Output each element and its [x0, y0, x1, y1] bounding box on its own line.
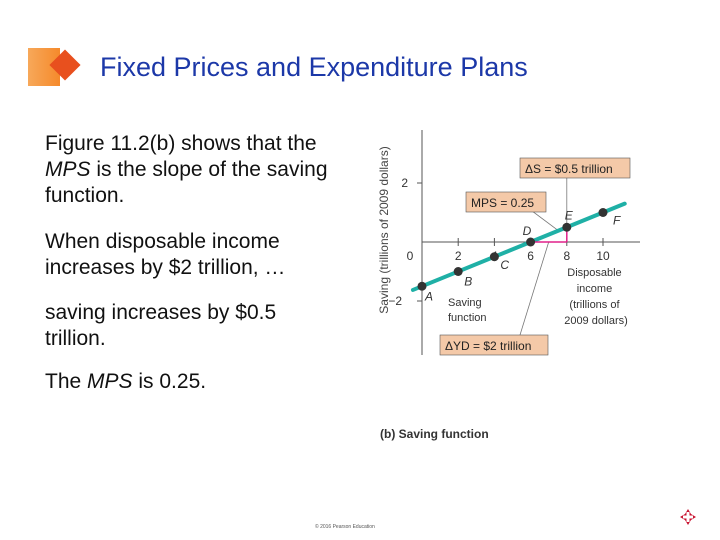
data-point-b [453, 267, 463, 276]
p1-text-a: Figure 11.2(b) shows that the [45, 132, 317, 155]
data-point-c [489, 252, 499, 262]
mps-label: MPS = 0.25 [471, 196, 534, 210]
point-label-c: C [500, 258, 509, 272]
x-axis-label: Disposable income (trillions of 2009 dol… [564, 267, 628, 327]
p1-text-b: MPS [45, 158, 91, 181]
paragraph-income-increase: When disposable income increases by $2 t… [45, 230, 286, 279]
delta-yd-box: ΔYD = $2 trillion [439, 334, 549, 356]
x-tick-label-10: 10 [596, 249, 610, 263]
saving-function-label-line-2: function [448, 312, 487, 324]
mps-box: MPS = 0.25 [465, 191, 547, 213]
y-axis-label: Saving (trillions of 2009 dollars) [377, 146, 391, 313]
paragraph-mps-value: The MPS is 0.25. [45, 369, 345, 395]
point-labels: A B C D E F [424, 208, 621, 303]
x-axis-label-line-3: (trillions of [569, 299, 620, 311]
point-label-a: A [424, 289, 433, 303]
chart-caption: (b) Saving function [380, 427, 489, 441]
paragraph-mps-slope: Figure 11.2(b) shows that the MPS is the… [45, 131, 345, 209]
y-tick-label-2: 2 [401, 176, 408, 190]
saving-function-label: Saving function [448, 297, 487, 324]
delta-yd-label: ΔYD = $2 trillion [445, 339, 531, 353]
x-tick-label-0: 0 [407, 249, 414, 263]
point-label-d: D [523, 224, 532, 238]
p4-text-a: The [45, 370, 88, 393]
paragraph-saving-increase: saving increases by $0.5 trillion. [45, 301, 277, 350]
delta-s-box: ΔS = $0.5 trillion [519, 157, 631, 179]
x-tick-label-6: 6 [527, 249, 534, 263]
data-point-d [526, 237, 536, 247]
x-axis-label-line-2: income [577, 283, 612, 295]
data-point-a [417, 281, 427, 291]
p4-text-c: is 0.25. [132, 370, 207, 393]
pearson-logo-icon [679, 508, 697, 526]
y-tick-label-neg2: −2 [388, 294, 402, 308]
point-label-e: E [565, 208, 574, 222]
saving-function-label-line-1: Saving [448, 297, 482, 309]
p4-text-b: MPS [87, 370, 133, 393]
point-label-b: B [464, 275, 472, 289]
series-line-group [410, 201, 627, 292]
data-point-e [562, 222, 572, 232]
footer-copyright: © 2016 Pearson Education [315, 524, 375, 530]
delta-s-label: ΔS = $0.5 trillion [525, 162, 613, 176]
saving-function-line [410, 201, 627, 292]
data-points [417, 208, 608, 291]
x-tick-label-2: 2 [455, 249, 462, 263]
x-axis-label-line-4: 2009 dollars) [564, 315, 628, 327]
slide-title: Fixed Prices and Expenditure Plans [100, 52, 528, 82]
tick-labels: 0246810−22 [388, 176, 610, 308]
data-point-f [598, 208, 608, 217]
p1-text-c: is the slope of the saving function. [45, 158, 328, 207]
x-axis-label-line-1: Disposable [567, 267, 621, 279]
x-tick-label-8: 8 [563, 249, 570, 263]
point-label-f: F [613, 214, 621, 228]
leader-delta-yd [519, 241, 550, 336]
